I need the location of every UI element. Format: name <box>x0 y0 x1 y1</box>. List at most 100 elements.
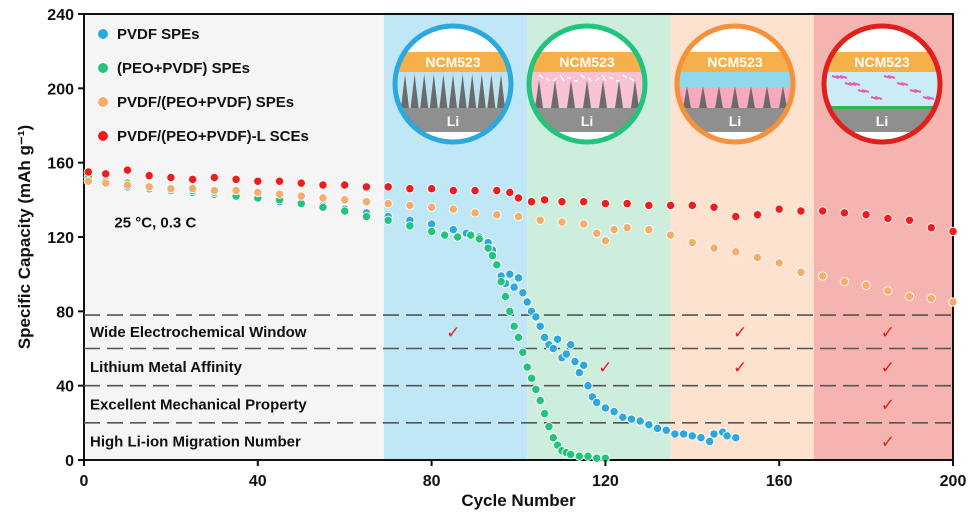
condition-label: 25 °C, 0.3 C <box>114 215 196 232</box>
check-mark-icon: ✓ <box>881 323 895 343</box>
data-point <box>122 180 133 190</box>
data-point <box>361 211 372 222</box>
data-point <box>466 230 476 240</box>
data-point <box>774 204 784 214</box>
data-point <box>505 306 515 316</box>
inset-2: NCM523 Li <box>526 23 648 145</box>
dendrite <box>410 74 419 108</box>
data-point <box>592 453 602 463</box>
dendrite <box>458 74 467 108</box>
data-point <box>904 291 915 302</box>
property-label: High Li-ion Migration Number <box>90 433 301 450</box>
dendrite <box>599 80 607 108</box>
data-point <box>561 349 571 359</box>
legend-marker <box>97 130 109 142</box>
dendrite <box>401 74 409 108</box>
data-point <box>531 312 541 322</box>
data-point <box>948 297 958 307</box>
data-point <box>626 414 637 424</box>
electrolyte-layer <box>824 72 940 108</box>
data-point <box>883 213 893 224</box>
data-point <box>209 172 220 183</box>
data-point <box>926 293 936 303</box>
dendrite <box>763 86 771 108</box>
legend-label: PVDF/(PEO+PVDF) SPEs <box>117 94 294 111</box>
data-point <box>274 189 285 199</box>
data-point <box>187 184 198 194</box>
data-point <box>579 360 589 370</box>
data-point <box>539 408 550 419</box>
property-dashed-lines <box>84 314 953 424</box>
data-point <box>622 223 632 233</box>
y-axis-title: Specific Capacity (mAh g⁻¹) <box>15 125 34 349</box>
dendrite <box>699 86 707 108</box>
data-point <box>609 407 619 417</box>
data-point <box>592 228 602 238</box>
data-point <box>539 332 550 342</box>
cathode-label: NCM523 <box>559 54 614 70</box>
data-point <box>448 204 458 214</box>
y-tick-label: 160 <box>47 156 74 173</box>
data-point <box>522 362 532 372</box>
data-point <box>548 343 558 354</box>
data-point <box>513 273 524 283</box>
dendrite <box>747 86 755 108</box>
filler-mark <box>913 89 922 93</box>
anode-label: Li <box>729 113 741 129</box>
check-mark-icon: ✓ <box>733 358 747 378</box>
axis-ticks: 0 40 80 120 160 200 0 40 80 120 160 200 240 <box>47 7 966 490</box>
data-point <box>796 267 806 277</box>
data-point <box>513 332 524 342</box>
data-point <box>722 431 732 441</box>
cathode-layer <box>677 52 793 72</box>
data-point <box>839 208 850 218</box>
data-point <box>731 247 741 257</box>
data-point <box>318 180 328 190</box>
filler-mark <box>887 75 896 79</box>
data-point <box>592 397 602 408</box>
data-point <box>470 185 480 196</box>
dendrite <box>497 74 505 108</box>
fiber-mark <box>538 74 544 79</box>
filler-mark <box>909 89 918 93</box>
filler-mark <box>874 96 883 100</box>
data-point <box>622 198 632 209</box>
data-point <box>574 368 584 378</box>
x-tick-label: 0 <box>80 473 89 490</box>
inset-1: NCM523 Li <box>392 23 514 145</box>
check-mark-icon: ✓ <box>598 358 612 378</box>
y-tick-label: 0 <box>65 453 74 470</box>
data-point <box>509 282 519 292</box>
data-point <box>144 182 154 192</box>
fiber-mark <box>629 77 635 82</box>
data-point <box>83 167 93 177</box>
data-point <box>752 210 763 220</box>
data-point <box>861 280 871 290</box>
data-point <box>122 165 133 175</box>
data-point <box>383 198 393 209</box>
data-point <box>513 193 524 203</box>
data-point <box>340 206 350 216</box>
anode-label: Li <box>876 113 888 129</box>
dendrite <box>683 86 691 108</box>
data-point <box>861 210 871 220</box>
fiber-mark <box>552 77 558 82</box>
data-point <box>600 198 611 209</box>
data-point <box>101 169 111 179</box>
data-point <box>405 184 415 194</box>
data-point <box>496 276 506 287</box>
filler-mark <box>870 96 879 100</box>
fiber-mark <box>601 74 607 82</box>
filler-mark <box>835 75 844 79</box>
data-point <box>383 215 393 225</box>
data-point <box>231 185 241 196</box>
data-point <box>709 202 719 212</box>
data-point <box>296 178 306 188</box>
legend-marker <box>97 28 109 40</box>
electrolyte-insets: NCM523 Li NCM523 Li NCM523 Li NCM523 Li <box>392 23 943 145</box>
data-point <box>518 347 528 357</box>
data-point <box>665 200 676 211</box>
data-point <box>539 195 550 205</box>
data-point <box>101 178 111 188</box>
